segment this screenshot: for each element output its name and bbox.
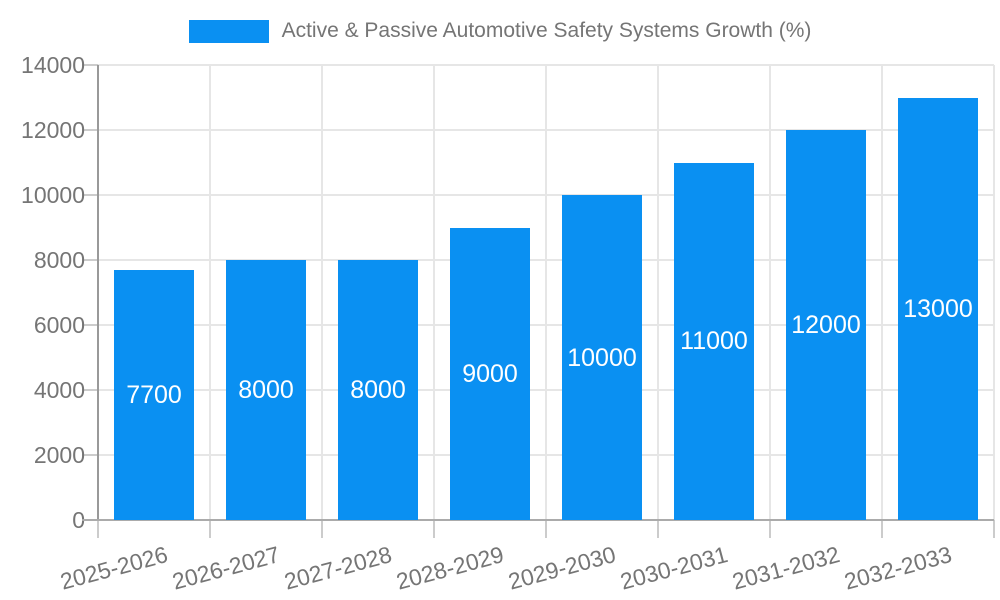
bar[interactable] (450, 227, 530, 520)
x-axis-label: 2025-2026 (57, 541, 171, 595)
x-tick (433, 520, 435, 538)
y-tick (82, 454, 98, 456)
y-axis-label: 6000 (33, 312, 85, 338)
x-axis-label: 2027-2028 (281, 541, 395, 595)
x-gridline (993, 65, 995, 520)
x-axis-label: 2032-2033 (841, 541, 955, 595)
x-tick (545, 520, 547, 538)
x-gridline (433, 65, 435, 520)
y-axis-label: 10000 (21, 182, 85, 208)
bar-value-label: 13000 (903, 294, 973, 323)
y-axis-label: 2000 (33, 442, 85, 468)
x-tick (993, 520, 995, 538)
bar[interactable] (226, 260, 306, 520)
y-tick (82, 64, 98, 66)
x-tick (881, 520, 883, 538)
x-gridline (321, 65, 323, 520)
legend-swatch[interactable] (188, 19, 269, 43)
x-axis-label: 2029-2030 (505, 541, 619, 595)
bar[interactable] (562, 195, 642, 520)
y-axis-label: 4000 (33, 377, 85, 403)
bar-value-label: 12000 (791, 311, 861, 339)
x-gridline (657, 65, 659, 520)
x-tick (769, 520, 771, 538)
x-gridline (545, 65, 547, 520)
legend-label[interactable]: Active & Passive Automotive Safety Syste… (281, 19, 812, 42)
x-tick (657, 520, 659, 538)
bar[interactable] (338, 260, 418, 520)
y-tick (82, 324, 98, 326)
bar-value-label: 10000 (567, 343, 637, 372)
x-gridline (881, 65, 883, 520)
x-gridline (209, 65, 211, 520)
y-tick (82, 194, 98, 196)
y-tick (82, 259, 98, 261)
x-tick (97, 520, 99, 538)
bar[interactable] (674, 162, 754, 520)
bar[interactable] (898, 97, 978, 520)
bar-value-label: 9000 (462, 359, 518, 388)
y-axis-label: 8000 (33, 247, 85, 273)
y-axis-line (97, 65, 99, 520)
legend[interactable]: Active & Passive Automotive Safety Syste… (0, 17, 1000, 45)
bar-value-label: 11000 (680, 327, 748, 356)
x-axis-label: 2028-2029 (393, 541, 507, 595)
x-axis-label: 2031-2032 (729, 541, 843, 595)
y-axis-label: 14000 (21, 52, 85, 78)
bar[interactable] (786, 130, 866, 520)
y-axis-label: 12000 (21, 117, 85, 143)
bar-value-label: 8000 (350, 376, 406, 404)
bar-value-label: 7700 (126, 380, 182, 409)
x-gridline (769, 65, 771, 520)
bar-value-label: 8000 (238, 376, 294, 404)
bar[interactable] (114, 269, 194, 520)
x-tick (209, 520, 211, 538)
x-tick (321, 520, 323, 538)
x-axis-label: 2030-2031 (617, 541, 731, 595)
y-tick (82, 129, 98, 131)
y-tick (82, 389, 98, 391)
x-axis-line (82, 519, 994, 521)
y-axis-label: 0 (72, 507, 85, 533)
x-axis-label: 2026-2027 (169, 541, 283, 595)
